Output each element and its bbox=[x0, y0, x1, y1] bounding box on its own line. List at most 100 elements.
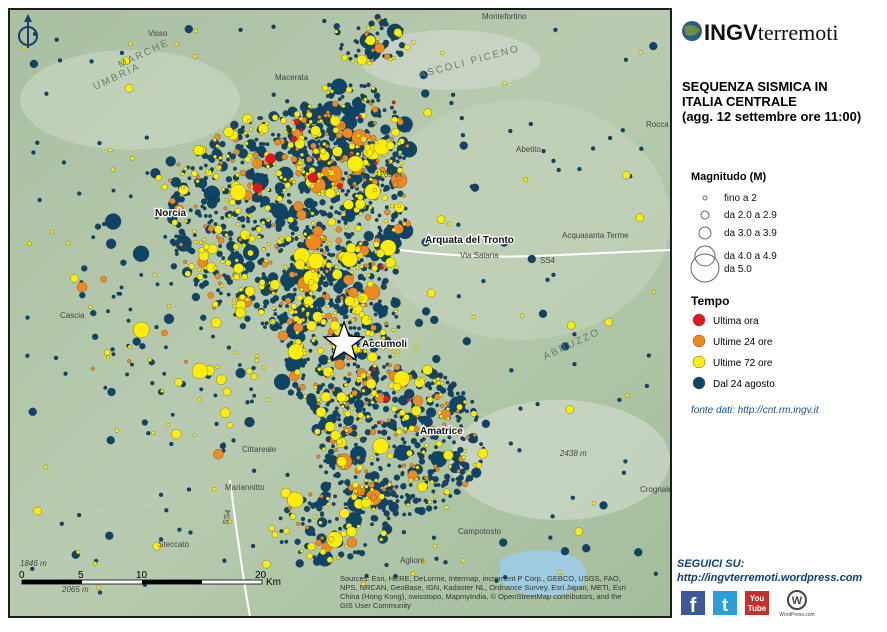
event-dot bbox=[274, 139, 281, 146]
event-dot bbox=[375, 393, 380, 398]
event-dot bbox=[450, 393, 454, 398]
event-dot bbox=[334, 29, 339, 34]
event-dot bbox=[307, 104, 312, 109]
place: Abetito bbox=[516, 145, 541, 154]
event-dot bbox=[424, 443, 429, 448]
attribution: Sources: Esri, HERE, DeLorme, Intermap, … bbox=[340, 574, 626, 610]
event-dot bbox=[325, 262, 333, 269]
event-dot bbox=[386, 516, 391, 521]
event-dot bbox=[351, 318, 356, 323]
event-dot bbox=[323, 120, 328, 125]
event-dot bbox=[425, 381, 432, 388]
event-dot bbox=[266, 242, 271, 247]
event-dot bbox=[392, 510, 399, 517]
event-dot bbox=[312, 148, 320, 155]
event-dot bbox=[274, 244, 279, 248]
elevation: 1846 m bbox=[20, 559, 47, 568]
facebook-icon[interactable] bbox=[681, 591, 705, 615]
event-dot bbox=[203, 213, 208, 218]
event-dot bbox=[128, 41, 133, 46]
event-dot bbox=[25, 353, 30, 358]
event-dot bbox=[125, 372, 130, 377]
twitter-icon[interactable] bbox=[713, 591, 737, 615]
youtube-icon[interactable] bbox=[745, 591, 769, 615]
event-dot bbox=[252, 182, 263, 194]
event-dot bbox=[443, 473, 451, 480]
event-dot bbox=[432, 476, 439, 483]
event-dot bbox=[96, 585, 101, 590]
event-dot bbox=[427, 469, 434, 476]
event-dot bbox=[334, 471, 341, 479]
event-dot bbox=[105, 355, 110, 360]
event-dot bbox=[286, 364, 293, 372]
event-dot bbox=[288, 330, 296, 337]
event-dot bbox=[307, 235, 312, 240]
event-dot bbox=[252, 393, 257, 398]
event-dot bbox=[379, 329, 387, 336]
wordpress-icon[interactable] bbox=[787, 590, 807, 610]
event-dot bbox=[339, 42, 344, 47]
event-dot bbox=[284, 297, 292, 304]
event-dot bbox=[395, 499, 400, 503]
event-dot bbox=[317, 191, 322, 196]
event-dot bbox=[261, 142, 266, 146]
event-dot bbox=[119, 50, 125, 56]
event-dot bbox=[387, 452, 394, 460]
event-dot bbox=[646, 353, 651, 358]
event-dot bbox=[310, 184, 315, 189]
event-dot bbox=[184, 24, 193, 34]
event-dot bbox=[338, 46, 343, 51]
event-dot bbox=[255, 172, 260, 177]
event-dot bbox=[287, 343, 305, 360]
event-dot bbox=[170, 177, 181, 188]
event-dot bbox=[582, 544, 591, 553]
event-dot bbox=[195, 179, 200, 184]
event-dot bbox=[227, 184, 232, 189]
event-dot bbox=[370, 494, 377, 501]
legend-label: da 3.0 a 3.9 bbox=[724, 228, 777, 239]
event-dot bbox=[359, 264, 364, 269]
event-dot bbox=[473, 437, 478, 442]
event-dot bbox=[198, 166, 203, 171]
event-dot bbox=[305, 311, 310, 316]
event-dot bbox=[375, 457, 380, 462]
event-dot bbox=[266, 187, 270, 192]
event-dot bbox=[359, 258, 364, 263]
event-dot bbox=[340, 404, 345, 409]
event-dot bbox=[436, 380, 441, 386]
event-dot bbox=[324, 470, 329, 475]
event-dot bbox=[431, 535, 437, 540]
event-dot bbox=[346, 362, 351, 367]
event-dot bbox=[421, 238, 430, 247]
event-dot bbox=[380, 124, 391, 135]
event-dot bbox=[196, 273, 204, 280]
event-dot bbox=[322, 281, 329, 288]
event-dot bbox=[262, 560, 271, 569]
event-dot bbox=[382, 108, 387, 113]
event-dot bbox=[338, 551, 345, 558]
event-dot bbox=[394, 314, 399, 319]
follow-url[interactable]: http://ingvterremoti.wordpress.com bbox=[677, 572, 862, 584]
event-dot bbox=[440, 403, 445, 408]
event-dot bbox=[330, 115, 341, 127]
event-dot bbox=[222, 558, 227, 563]
event-dot bbox=[70, 274, 79, 283]
event-dot bbox=[463, 399, 467, 404]
event-dot bbox=[235, 367, 246, 379]
event-dot bbox=[276, 195, 283, 202]
event-dot bbox=[254, 137, 259, 142]
event-dot bbox=[396, 349, 401, 354]
event-dot bbox=[470, 183, 480, 192]
event-dot bbox=[382, 375, 386, 380]
event-dot bbox=[203, 265, 208, 270]
event-dot bbox=[81, 265, 88, 272]
event-dot bbox=[285, 99, 290, 104]
event-dot bbox=[151, 431, 156, 435]
event-dot bbox=[249, 147, 254, 152]
event-dot bbox=[356, 434, 361, 439]
event-dot bbox=[359, 83, 364, 88]
event-dot bbox=[317, 115, 322, 120]
event-dot bbox=[391, 212, 398, 220]
event-dot bbox=[146, 431, 151, 436]
event-dot bbox=[379, 537, 384, 542]
